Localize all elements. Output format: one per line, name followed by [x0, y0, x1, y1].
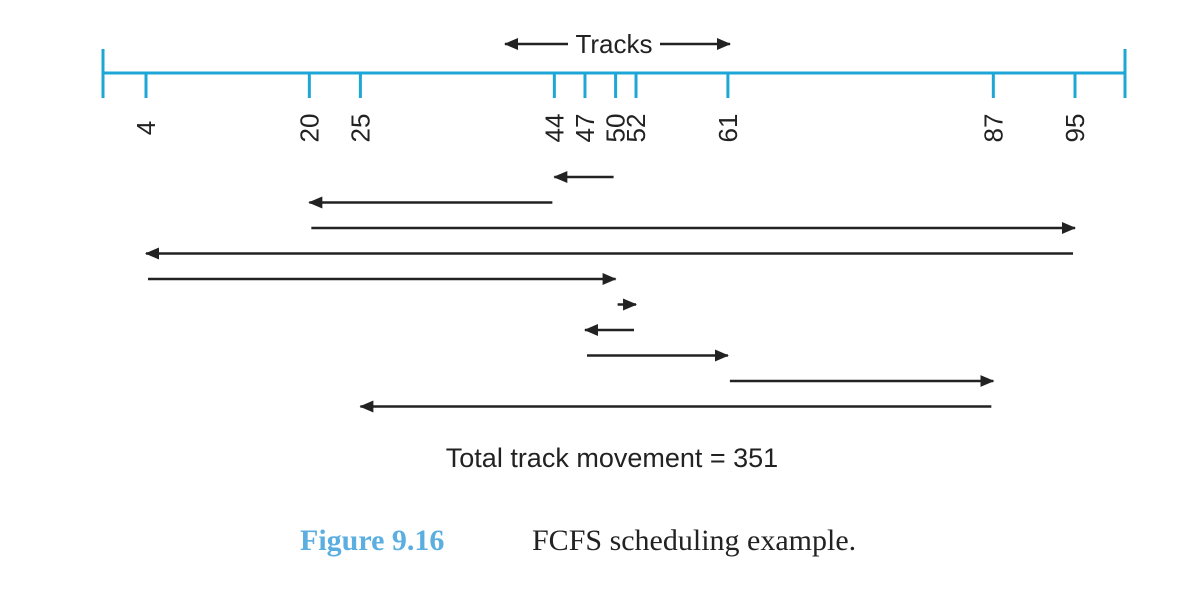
caption-number: Figure 9.16: [300, 524, 444, 557]
tick-label: 25: [345, 114, 375, 143]
tick-label: 87: [978, 114, 1008, 143]
tick-label: 52: [621, 114, 651, 143]
tick-label: 61: [713, 114, 743, 143]
tick-label: 50: [601, 114, 631, 143]
total-movement: Total track movement = 351: [446, 443, 778, 473]
tick-label: 47: [570, 114, 600, 143]
tick-label: 95: [1060, 114, 1090, 143]
axis-label: Tracks: [575, 29, 652, 59]
tick-label: 4: [131, 121, 161, 135]
caption-text: FCFS scheduling example.: [532, 524, 856, 557]
tick-label: 20: [294, 114, 324, 143]
tick-label: 44: [539, 114, 569, 143]
